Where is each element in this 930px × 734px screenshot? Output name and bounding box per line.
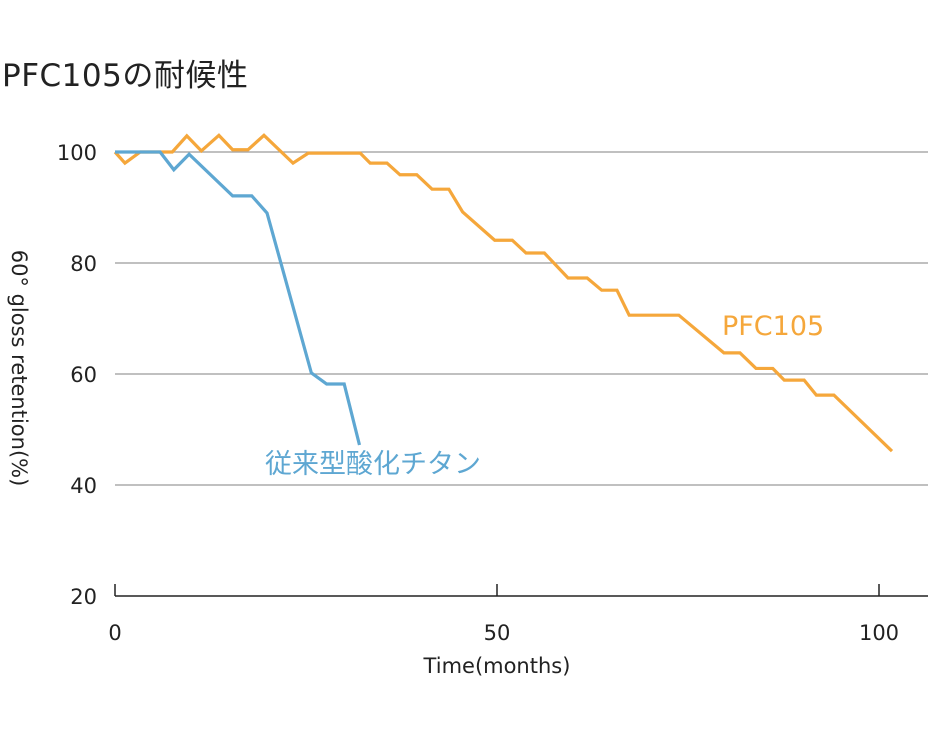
x-tick-label: 100 — [859, 621, 899, 645]
y-axis-label: 60° gloss retention(%) — [7, 250, 31, 487]
chart-title: PFC105の耐候性 — [2, 58, 249, 94]
series-label-1: 従来型酸化チタン — [265, 449, 481, 480]
series-line-1 — [115, 150, 362, 446]
y-tick-label: 80 — [70, 252, 97, 276]
x-tick-label: 50 — [484, 621, 511, 645]
series-line-0 — [113, 133, 894, 453]
x-axis-label: Time(months) — [423, 654, 571, 678]
y-tick-label: 40 — [70, 474, 97, 498]
y-tick-label: 60 — [70, 363, 97, 387]
x-tick-label: 0 — [108, 621, 121, 645]
y-tick-label: 20 — [70, 585, 97, 609]
series-label-0: PFC105 — [722, 311, 824, 342]
y-tick-label: 100 — [57, 141, 97, 165]
